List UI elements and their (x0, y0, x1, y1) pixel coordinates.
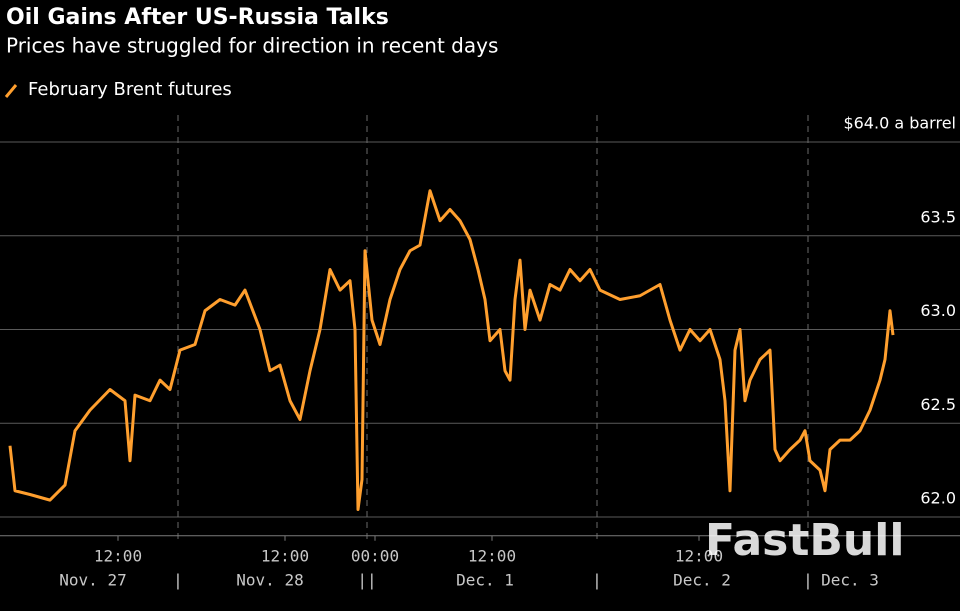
day-label: Dec. 2 (673, 571, 731, 590)
y-tick-label: 63.0 (920, 301, 956, 320)
chart-title: Oil Gains After US-Russia Talks (6, 5, 389, 30)
x-tick-label: 12:00 (675, 547, 723, 566)
x-tick-label: 12:00 (94, 547, 142, 566)
day-label: Dec. 3 (821, 571, 879, 590)
price-line (8, 189, 895, 511)
legend-swatch (4, 84, 18, 98)
day-label: Dec. 1 (456, 571, 514, 590)
watermark: FastBull (705, 515, 904, 566)
y-tick-label: 62.5 (920, 395, 956, 414)
legend-label: February Brent futures (28, 79, 232, 100)
separator-label: || (357, 571, 376, 590)
chart-subtitle: Prices have struggled for direction in r… (6, 34, 498, 58)
x-tick-label: 12:00 (468, 547, 516, 566)
separator-label: | (803, 571, 813, 590)
separator-label: | (592, 571, 602, 590)
separator-label: | (173, 571, 183, 590)
x-tick-label: 12:00 (261, 547, 309, 566)
y-tick-label: 62.0 (920, 489, 956, 508)
x-tick-label: 00:00 (351, 547, 399, 566)
y-tick-label: $64.0 a barrel (843, 114, 956, 133)
day-label: Nov. 27 (59, 571, 126, 590)
day-label: Nov. 28 (236, 571, 303, 590)
y-tick-label: 63.5 (920, 207, 956, 226)
